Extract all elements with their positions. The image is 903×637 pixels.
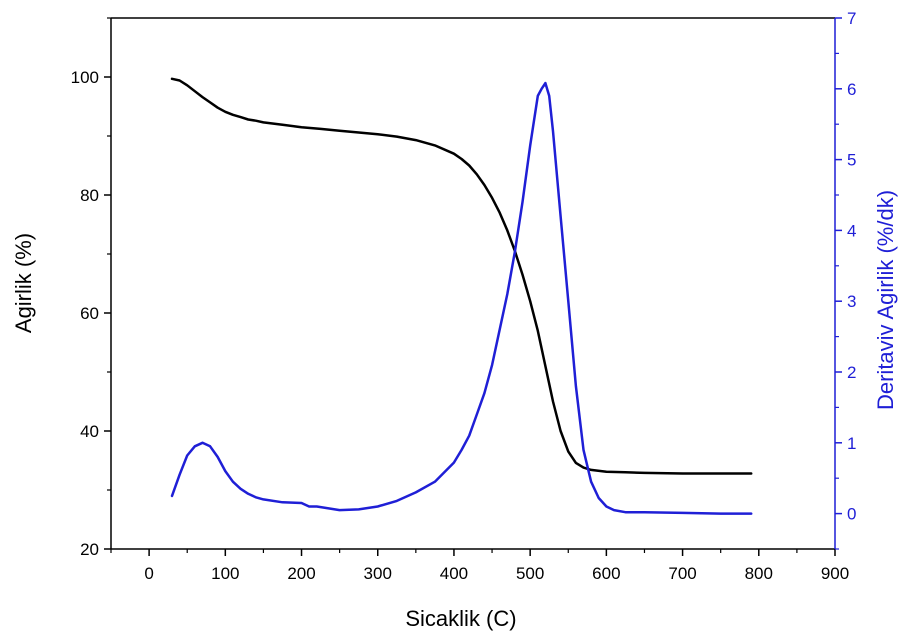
x-tick-label: 300 bbox=[364, 564, 392, 583]
x-tick-label: 800 bbox=[745, 564, 773, 583]
right-tick-label: 3 bbox=[847, 292, 856, 311]
left-axis-title: Agirlik (%) bbox=[11, 233, 36, 333]
derivative-curve bbox=[170, 81, 753, 515]
x-tick-label: 200 bbox=[287, 564, 315, 583]
x-tick-label: 400 bbox=[440, 564, 468, 583]
x-tick-label: 900 bbox=[821, 564, 849, 583]
right-tick-label: 0 bbox=[847, 505, 856, 524]
x-tick-label: 100 bbox=[211, 564, 239, 583]
right-tick-label: 7 bbox=[847, 9, 856, 28]
left-tick-label: 80 bbox=[80, 186, 99, 205]
right-axis-title: Deritaviv Agirlik (%/dk) bbox=[873, 190, 898, 410]
left-axis-ticks: 20 40 60 80 100 bbox=[71, 17, 111, 559]
left-tick-label: 20 bbox=[80, 540, 99, 559]
x-tick-label: 600 bbox=[592, 564, 620, 583]
x-axis-ticks: 0 100 200 300 400 500 600 700 800 900 bbox=[110, 549, 849, 583]
x-axis-title: Sicaklik (C) bbox=[405, 606, 516, 631]
x-tick-label: 0 bbox=[144, 564, 153, 583]
left-tick-label: 100 bbox=[71, 68, 99, 87]
left-tick-label: 40 bbox=[80, 422, 99, 441]
right-tick-label: 6 bbox=[847, 80, 856, 99]
series-lines bbox=[170, 77, 753, 515]
right-tick-label: 4 bbox=[847, 221, 856, 240]
plot-frame bbox=[110, 17, 836, 550]
right-tick-label: 2 bbox=[847, 363, 856, 382]
right-tick-label: 1 bbox=[847, 434, 856, 453]
x-tick-label: 500 bbox=[516, 564, 544, 583]
left-tick-label: 60 bbox=[80, 304, 99, 323]
weight-curve bbox=[170, 77, 753, 475]
right-axis-ticks: 0 1 2 3 4 5 6 7 bbox=[835, 9, 856, 550]
x-tick-label: 700 bbox=[668, 564, 696, 583]
right-tick-label: 5 bbox=[847, 151, 856, 170]
